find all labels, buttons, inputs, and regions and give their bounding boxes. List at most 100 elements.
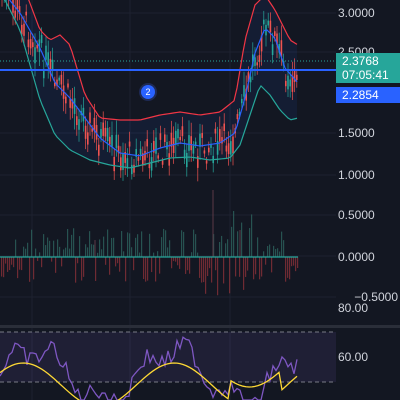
volume-bar [45,245,47,257]
candle-body [34,47,36,64]
candle-body [58,77,60,81]
volume-bar [203,257,205,283]
volume-bar [255,257,257,275]
volume-bar [287,257,289,278]
candle-body [225,145,228,152]
volume-bar [43,234,45,257]
volume-bar [63,249,65,257]
volume-bar [193,229,195,257]
volume-bar [279,251,281,257]
candle-body [36,45,38,49]
volume-bar [165,230,167,257]
volume-bar [249,228,251,257]
candle-body [40,34,43,43]
candle-body [164,134,166,143]
volume-bar [229,257,231,294]
candle-body [82,107,85,122]
candle-body [197,156,199,168]
candle-body [219,129,221,142]
volume-bar [83,257,85,277]
volume-bar [101,249,103,257]
candle-body [150,157,153,171]
volume-bar [129,233,131,257]
candle-body [179,137,181,141]
volume-bar [3,257,5,278]
volume-bar [13,257,15,268]
candle-body [76,116,78,126]
volume-bar [75,257,77,283]
volume-bar [159,257,161,274]
candle-body [56,79,58,86]
volume-bar [177,257,179,266]
candle-body [175,130,177,145]
candle-body [122,153,124,170]
volume-bar [235,257,237,277]
candle-body [131,164,133,175]
volume-bar [263,251,265,257]
volume-bar [205,257,207,294]
volume-bar [21,257,23,271]
volume-bar [119,257,121,272]
candle-body [199,133,201,147]
candle-body [49,58,52,74]
candle-body [186,152,188,168]
volume-bar [297,257,299,269]
volume-bar [73,228,75,257]
candle-body [71,99,74,109]
volume-bar [123,251,125,257]
volume-bar [47,237,49,257]
rsi-background-band [0,332,336,382]
volume-bar [127,232,129,257]
volume-bar [281,231,283,257]
volume-bar [25,248,27,257]
volume-bar [167,247,169,257]
volume-bar [117,257,119,264]
volume-bar [135,237,137,257]
candle-body [296,74,298,80]
candle-body [25,11,27,16]
volume-bar [187,257,189,271]
bollinger-upper-band [28,0,298,121]
candle-body [12,0,14,13]
candle-body [54,82,56,87]
candle-body [293,70,296,82]
volume-bar [155,257,157,282]
candle-body [177,128,179,139]
candle-body [161,160,164,165]
candle-body [87,132,89,145]
volume-bar [179,257,181,269]
volume-bar [39,252,41,257]
last-price-value: 2.3768 [342,54,379,68]
candle-body [67,83,69,88]
candle-body [69,98,71,108]
event-marker-icon[interactable]: 2 [141,85,155,99]
candle-body [95,125,98,140]
volume-bar [9,257,11,271]
volume-bar [27,242,29,257]
candle-body [274,31,276,36]
volume-bar [99,239,101,257]
volume-bar [199,257,201,278]
candle-body [102,122,104,136]
candle-body [194,141,197,146]
horizontal-line-price-tag[interactable]: 2.2854 [336,87,400,103]
volume-bar [85,244,87,257]
pane-divider[interactable] [0,325,400,328]
volume-bar [239,257,241,277]
volume-bar [241,222,243,257]
volume-bar [91,244,93,257]
bollinger-band-fill [5,0,297,168]
candle-body [126,158,129,169]
volume-bar [161,237,163,257]
volume-bar [231,226,233,257]
volume-bar [103,236,105,257]
volume-bar [219,241,221,257]
candle-body [117,145,120,154]
candle-body [32,42,34,48]
volume-bar [107,229,109,257]
candle-body [133,164,135,173]
candle-body [106,127,109,142]
candle-body [280,40,283,57]
candle-body [241,98,243,104]
